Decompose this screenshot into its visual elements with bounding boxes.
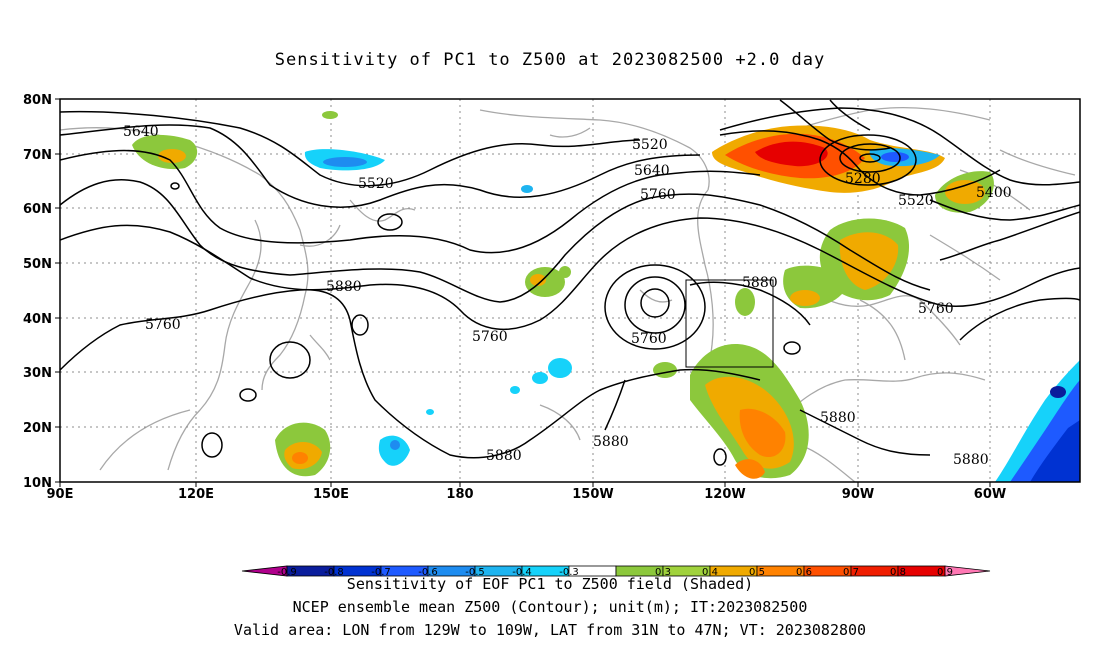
contour-label: 5520 bbox=[632, 137, 668, 153]
lat-label: 50N bbox=[23, 257, 52, 272]
lon-label: 150W bbox=[572, 487, 613, 502]
contour-label: 5880 bbox=[593, 434, 629, 450]
contour-label: 5880 bbox=[326, 279, 362, 295]
lat-label: 10N bbox=[23, 476, 52, 491]
lat-label: 80N bbox=[23, 93, 52, 108]
contour-label: 5880 bbox=[953, 452, 989, 468]
contour-label: 5760 bbox=[145, 317, 181, 333]
colorbar-tick-label: -0.9 bbox=[277, 567, 297, 578]
lon-label: 90W bbox=[842, 487, 874, 502]
lat-label: 40N bbox=[23, 312, 52, 327]
latitude-labels: 80N 70N 60N 50N 40N 30N 20N 10N bbox=[23, 93, 52, 491]
contour-label: 5880 bbox=[820, 410, 856, 426]
contour-label: 5640 bbox=[634, 163, 670, 179]
longitude-labels: 90E 120E 150E 180 150W 120W 90W 60W bbox=[47, 487, 1007, 502]
lon-label: 180 bbox=[446, 487, 473, 502]
colorbar-tick-label: 0.6 bbox=[796, 567, 812, 578]
colorbar-tick-label: 0.7 bbox=[843, 567, 859, 578]
contour-label: 5760 bbox=[631, 331, 667, 347]
colorbar-tick-label: -0.5 bbox=[465, 567, 485, 578]
colorbar-tick-label: 0.8 bbox=[890, 567, 906, 578]
colorbar: -0.9 -0.8 -0.7 -0.6 -0.5 -0.4 -0.3 0.3 0.4 0.5 0.6… bbox=[241, 565, 991, 578]
lon-label: 120W bbox=[704, 487, 745, 502]
colorbar-tick-label: -0.7 bbox=[371, 567, 391, 578]
lon-label: 120E bbox=[178, 487, 214, 502]
colorbar-tick-label: 0.3 bbox=[655, 567, 671, 578]
contour-label: 5760 bbox=[640, 187, 676, 203]
lat-label: 20N bbox=[23, 421, 52, 436]
colorbar-tick-label: -0.8 bbox=[324, 567, 344, 578]
contour-label: 5760 bbox=[918, 301, 954, 317]
lon-label: 60W bbox=[974, 487, 1006, 502]
footer-contour-caption: NCEP ensemble mean Z500 (Contour); unit(… bbox=[292, 598, 808, 616]
footer-shading-caption: Sensitivity of EOF PC1 to Z500 field (Sh… bbox=[346, 575, 754, 593]
colorbar-tick-label: 0.4 bbox=[702, 567, 718, 578]
colorbar-tick-label: 0.5 bbox=[749, 567, 765, 578]
footer-valid-area-caption: Valid area: LON from 129W to 109W, LAT f… bbox=[233, 621, 867, 639]
colorbar-tick-label: -0.3 bbox=[559, 567, 579, 578]
colorbar-right-arrow bbox=[944, 565, 991, 577]
z500-contours bbox=[60, 99, 1080, 466]
contour-labels: 5640 5520 5520 5640 5760 5280 5520 5400 … bbox=[123, 124, 1012, 468]
contour-label: 5520 bbox=[358, 176, 394, 192]
lat-label: 60N bbox=[23, 202, 52, 217]
colorbar-tick-label: 0.9 bbox=[937, 567, 953, 578]
contour-label: 5280 bbox=[845, 171, 881, 187]
contour-label: 5880 bbox=[486, 448, 522, 464]
valid-area-box bbox=[685, 279, 774, 368]
lon-label: 150E bbox=[313, 487, 349, 502]
contour-label: 5760 bbox=[472, 329, 508, 345]
lat-label: 70N bbox=[23, 148, 52, 163]
plot-frame bbox=[59, 98, 1081, 483]
lon-label: 90E bbox=[47, 487, 74, 502]
contour-label: 5400 bbox=[976, 185, 1012, 201]
colorbar-tick-label: -0.4 bbox=[512, 567, 532, 578]
lat-label: 30N bbox=[23, 366, 52, 381]
axis-ticks bbox=[55, 98, 991, 487]
colorbar-tick-label: -0.6 bbox=[418, 567, 438, 578]
contour-label: 5880 bbox=[742, 275, 778, 291]
contour-label: 5640 bbox=[123, 124, 159, 140]
map-title: Sensitivity of PC1 to Z500 at 2023082500… bbox=[274, 50, 826, 70]
contour-label: 5520 bbox=[898, 193, 934, 209]
